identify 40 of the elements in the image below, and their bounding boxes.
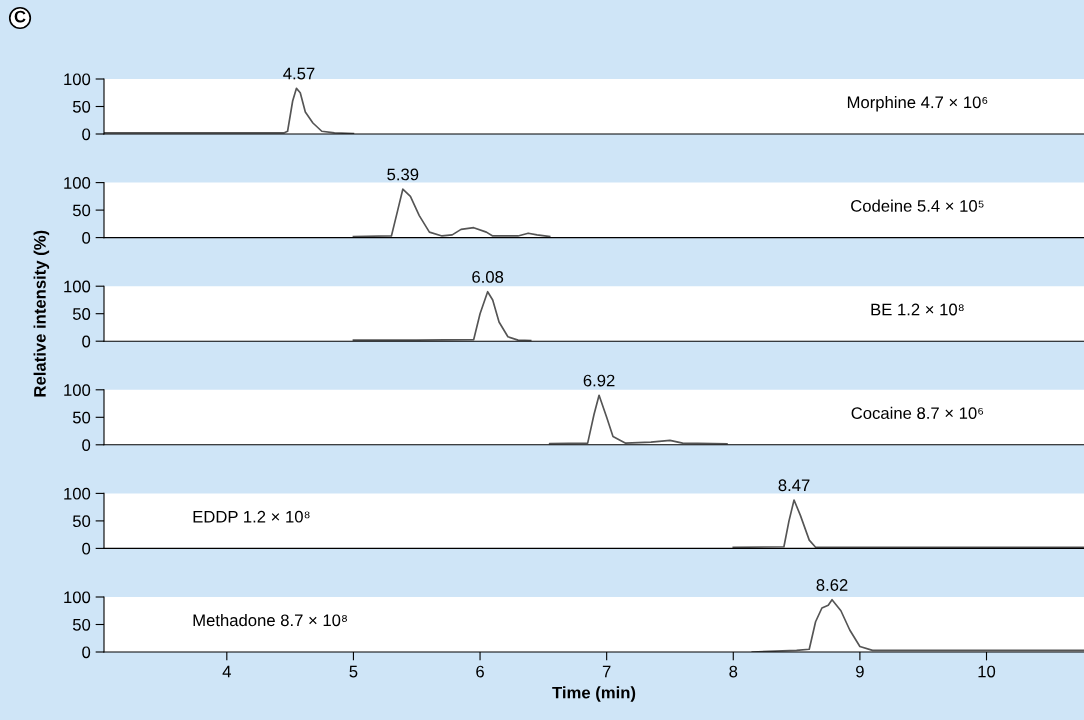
y-axis-title: Relative intensity (%) [33,230,50,397]
y-tick-label: 100 [64,280,91,293]
annotation: EDDP 1.2 × 10⁸ [193,510,310,523]
y-tick-label: 50 [72,515,91,528]
annotation: Codeine 5.4 × 10⁵ [851,199,984,212]
chart-title: C [14,10,26,23]
x-tick-label: 8 [729,665,738,678]
y-tick-label: 100 [64,487,91,500]
y-tick-label: 50 [72,204,91,217]
text: 8.62 [816,579,848,591]
y-tick-label: 100 [64,384,91,396]
y-tick-label: 0 [82,335,91,348]
y-tick-label: 0 [82,646,91,659]
y-tick-label: 50 [72,411,91,424]
x-axis-title: Time (min) [552,686,636,702]
annotation: 5.39 [387,168,419,181]
x-tick-label: 7 [602,665,611,678]
annotation: 6.92 [583,374,615,387]
annotation: BE 1.2 × 10⁸ [871,303,964,316]
x-tick-label: 5 [349,665,358,678]
y-tick-label: 100 [64,591,91,604]
y-tick-label: 50 [72,618,91,631]
y-tick-label: 50 [72,308,91,320]
annotation: Cocaine 8.7 × 10⁶ [851,406,984,420]
annotation: 6.08 [472,271,504,283]
y-tick-label: 0 [82,232,91,244]
x-tick-label: 4 [222,665,231,678]
y-tick-label: 100 [64,73,91,86]
annotation: Methadone 8.7 × 10⁸ [193,613,347,627]
y-tick-label: 50 [72,100,91,113]
x-tick-label: 10 [978,665,996,678]
annotation: Morphine 4.7 × 10⁶ [847,95,988,112]
x-tick-label: 9 [856,665,864,678]
annotation: 4.57 [283,67,315,80]
y-tick-label: 0 [82,128,91,141]
x-tick-label: 6 [476,665,484,678]
annotation: 8.47 [778,479,810,492]
y-tick-label: 100 [64,177,91,189]
y-tick-label: 0 [82,439,91,451]
y-tick-label: 0 [82,542,91,555]
